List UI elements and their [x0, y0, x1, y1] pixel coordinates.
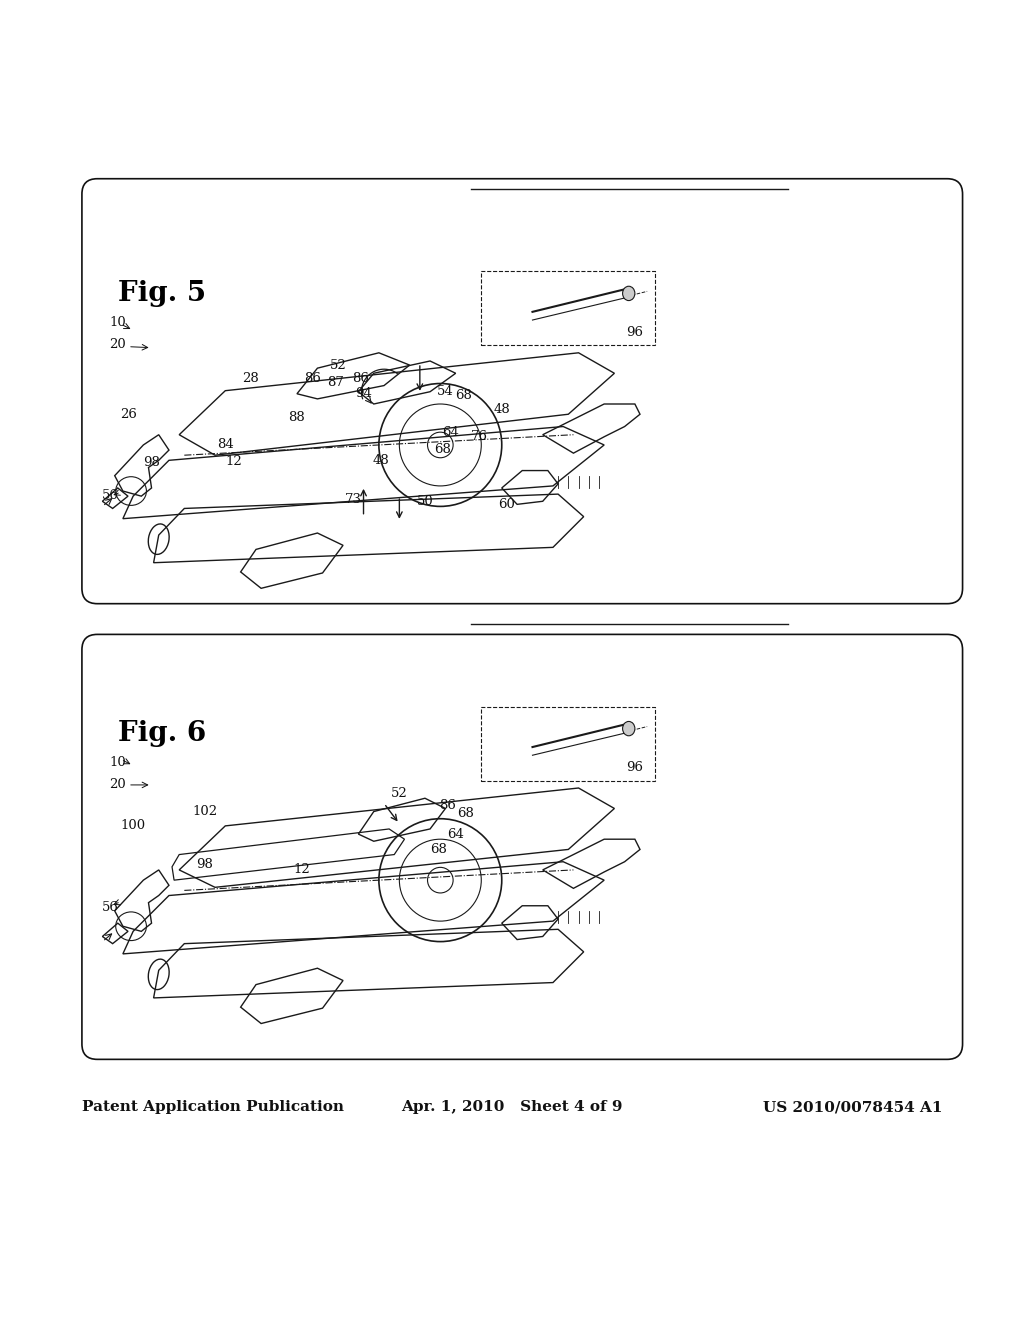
Text: 86: 86 [352, 372, 369, 385]
Text: 56: 56 [102, 488, 119, 502]
Text: 64: 64 [442, 426, 459, 440]
Text: 10: 10 [110, 315, 126, 329]
Text: 12: 12 [294, 863, 310, 876]
Text: 102: 102 [193, 805, 217, 818]
Ellipse shape [623, 286, 635, 301]
Text: Fig. 6: Fig. 6 [118, 719, 206, 747]
Text: 87: 87 [328, 376, 344, 389]
Text: 68: 68 [434, 442, 451, 455]
Text: 20: 20 [110, 779, 126, 792]
Text: 56: 56 [102, 902, 119, 915]
Text: 52: 52 [330, 359, 346, 372]
Text: 60: 60 [499, 498, 515, 511]
Text: 52: 52 [391, 787, 408, 800]
Text: 64: 64 [447, 828, 464, 841]
Text: 10: 10 [110, 756, 126, 768]
Text: 96: 96 [627, 762, 643, 774]
Text: 48: 48 [373, 454, 389, 467]
Text: 50: 50 [417, 495, 433, 508]
FancyBboxPatch shape [82, 178, 963, 603]
Text: 26: 26 [121, 408, 137, 421]
Text: 86: 86 [439, 799, 456, 812]
FancyBboxPatch shape [82, 635, 963, 1060]
Text: 68: 68 [456, 389, 472, 403]
Text: 68: 68 [430, 843, 446, 855]
Text: 73: 73 [345, 492, 361, 506]
Text: 86: 86 [304, 372, 321, 385]
Text: 76: 76 [471, 430, 487, 444]
Ellipse shape [623, 722, 635, 735]
Text: 84: 84 [217, 438, 233, 451]
Text: 98: 98 [197, 858, 213, 871]
Text: 88: 88 [289, 411, 305, 424]
Text: 20: 20 [110, 338, 126, 351]
Text: Fig. 5: Fig. 5 [118, 280, 206, 306]
Text: 100: 100 [121, 820, 145, 833]
Text: 48: 48 [494, 403, 510, 416]
Text: 68: 68 [458, 807, 474, 820]
Text: 12: 12 [225, 455, 242, 467]
Text: 98: 98 [143, 455, 160, 469]
Text: 94: 94 [355, 387, 372, 400]
Text: 28: 28 [243, 372, 259, 385]
Text: Patent Application Publication: Patent Application Publication [82, 1101, 344, 1114]
Text: 54: 54 [437, 385, 454, 399]
Text: 96: 96 [627, 326, 643, 339]
Text: US 2010/0078454 A1: US 2010/0078454 A1 [763, 1101, 942, 1114]
Text: Apr. 1, 2010   Sheet 4 of 9: Apr. 1, 2010 Sheet 4 of 9 [401, 1101, 623, 1114]
